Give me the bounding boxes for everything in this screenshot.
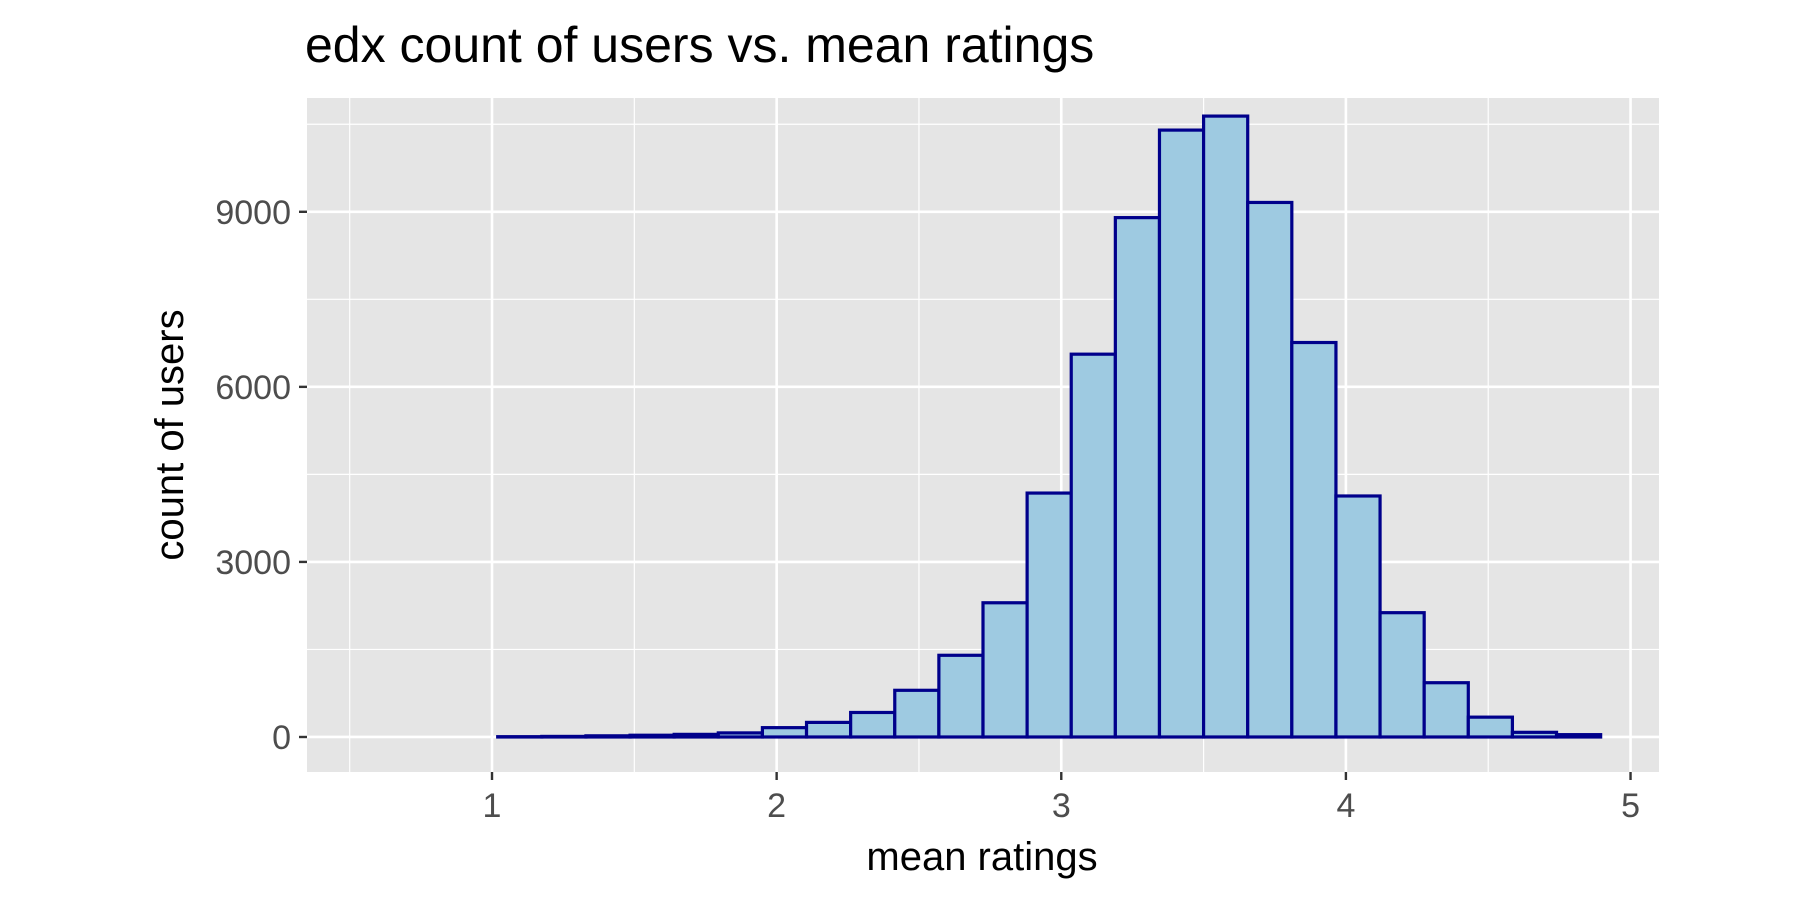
y-tick-label: 3000 <box>215 544 291 582</box>
histogram-bar <box>937 653 985 739</box>
histogram-bar <box>981 601 1029 739</box>
histogram-bars <box>496 114 1603 739</box>
histogram-bar <box>1422 681 1470 739</box>
y-axis-title: count of users <box>148 309 192 560</box>
x-axis-ticks: 1 2 3 4 5 <box>483 772 1640 825</box>
histogram-bar <box>1025 491 1073 739</box>
x-tick-label: 2 <box>767 787 786 825</box>
histogram-bar <box>1290 340 1338 739</box>
histogram-bar <box>849 710 897 739</box>
histogram-bar <box>584 734 632 739</box>
histogram-bar <box>1378 611 1426 739</box>
histogram-bar <box>672 732 720 739</box>
y-tick-label: 6000 <box>215 369 291 407</box>
histogram-bar <box>1334 494 1382 739</box>
histogram-bar <box>1201 114 1250 739</box>
x-tick-label: 3 <box>1052 787 1071 825</box>
x-axis-title: mean ratings <box>866 835 1097 879</box>
histogram-bar <box>1466 715 1515 739</box>
y-tick-label: 9000 <box>215 194 291 232</box>
x-tick-label: 1 <box>483 787 502 825</box>
histogram-bar <box>1554 733 1603 739</box>
x-tick-label: 5 <box>1621 787 1640 825</box>
histogram-bar <box>540 734 588 739</box>
chart-title: edx count of users vs. mean ratings <box>305 17 1094 73</box>
histogram-bar <box>716 731 765 739</box>
x-tick-label: 4 <box>1336 787 1355 825</box>
histogram-bar <box>628 733 676 739</box>
histogram-bar <box>1510 730 1559 739</box>
histogram-bar <box>760 726 809 739</box>
histogram-bar <box>1246 200 1294 739</box>
histogram-bar <box>1157 128 1206 739</box>
histogram-bar <box>1113 216 1162 739</box>
y-axis-ticks: 0 3000 6000 9000 <box>215 194 307 757</box>
histogram-bar <box>804 720 853 739</box>
histogram-bar <box>893 688 941 739</box>
histogram-bar <box>1069 352 1117 739</box>
y-tick-label: 0 <box>272 719 291 757</box>
